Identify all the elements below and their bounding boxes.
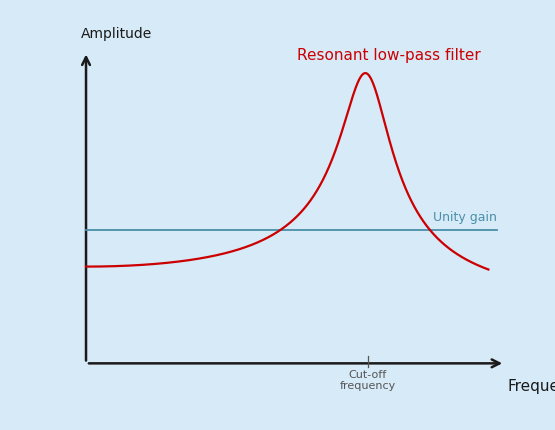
Text: Unity gain: Unity gain	[433, 212, 497, 224]
Text: Frequency: Frequency	[508, 380, 555, 394]
Text: Amplitude: Amplitude	[80, 27, 152, 41]
Text: Cut-off
frequency: Cut-off frequency	[340, 370, 396, 391]
Text: Resonant low-pass filter: Resonant low-pass filter	[296, 49, 481, 63]
